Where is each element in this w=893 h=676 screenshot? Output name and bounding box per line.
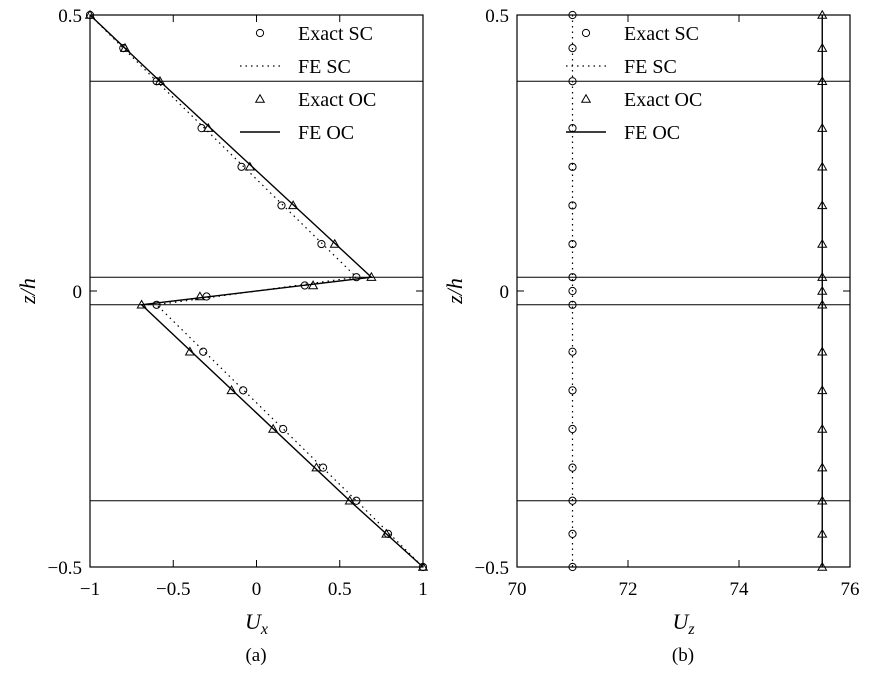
y-tick-label: 0.5 (485, 6, 509, 27)
data-point (84, 9, 96, 19)
data-point (568, 77, 577, 86)
x-tick-label: 70 (508, 579, 527, 600)
data-point (154, 75, 166, 85)
data-point (237, 162, 246, 171)
data-point (568, 424, 577, 434)
x-tick-label: 72 (619, 579, 638, 600)
series-exact-sc (568, 10, 577, 572)
data-point (568, 562, 577, 572)
data-point (366, 271, 377, 281)
data-point (317, 239, 326, 249)
panel-b: 70 72 74 76 −0.5 0 0.5 Uz z/h (b) Exact SC FE SC Exa… (442, 6, 860, 666)
y-axis-label: z/h (15, 278, 40, 305)
y-tick-label: −0.5 (475, 558, 509, 579)
y-tick-label: 0.5 (58, 6, 82, 27)
legend-label: Exact OC (298, 89, 376, 111)
y-tick-label: 0 (500, 282, 510, 303)
x-axis-label-main: U (245, 609, 263, 634)
data-point (329, 238, 340, 248)
x-tick-label: 76 (841, 579, 860, 600)
data-point (152, 300, 161, 309)
legend-swatch (254, 93, 266, 103)
data-point (568, 286, 577, 296)
legend-label: FE OC (298, 122, 354, 144)
legend-label: Exact SC (624, 23, 699, 45)
panel-caption: (a) (245, 645, 266, 666)
data-point (197, 124, 206, 133)
legend-swatch (581, 28, 591, 38)
data-point (568, 529, 577, 538)
data-point (239, 386, 248, 395)
legend-label: Exact OC (624, 89, 702, 111)
data-point (568, 239, 577, 249)
data-point (568, 10, 577, 20)
x-tick-label: 0 (252, 579, 262, 600)
data-point (194, 291, 206, 301)
data-point (344, 495, 355, 505)
data-point (319, 463, 328, 472)
x-tick-label: −0.5 (156, 579, 190, 600)
data-point (381, 528, 392, 538)
data-point (568, 44, 577, 53)
data-point (568, 347, 577, 356)
data-point (352, 273, 361, 282)
series-line (89, 14, 424, 568)
x-axis-label: Ux (245, 609, 268, 638)
x-tick-label: 1 (418, 579, 428, 600)
x-axis-label-main: U (672, 609, 690, 634)
series-line (89, 14, 424, 568)
legend-swatch (580, 93, 592, 103)
legend-label: FE SC (298, 56, 351, 78)
legend-swatch (255, 28, 265, 38)
data-point (287, 200, 299, 210)
legend-label: Exact SC (298, 23, 373, 45)
series-fe-oc (89, 14, 424, 568)
panel-caption: (b) (672, 645, 694, 666)
x-axis-label-subscript: z (687, 621, 695, 638)
series-fe-sc (89, 14, 424, 568)
data-point (267, 423, 279, 433)
data-point (817, 561, 828, 571)
data-point (199, 347, 208, 356)
data-point (568, 496, 577, 505)
data-point (277, 201, 286, 210)
data-point (226, 385, 237, 395)
x-axis-label-subscript: x (260, 621, 268, 638)
x-tick-label: 74 (730, 579, 750, 600)
data-point (352, 496, 361, 505)
data-point (184, 346, 196, 356)
y-tick-label: 0 (73, 282, 83, 303)
data-point (568, 386, 577, 395)
legend-label: FE SC (624, 56, 677, 78)
legend-label: FE OC (624, 122, 680, 144)
data-point (417, 561, 429, 571)
data-point (279, 424, 288, 434)
data-point (568, 463, 577, 472)
y-axis-label: z/h (442, 278, 467, 305)
x-axis-label: Uz (672, 609, 695, 638)
x-tick-label: −1 (80, 579, 100, 600)
data-point (568, 201, 577, 210)
data-point (119, 42, 131, 52)
x-tick-label: 0.5 (328, 579, 352, 600)
y-tick-label: −0.5 (48, 558, 82, 579)
